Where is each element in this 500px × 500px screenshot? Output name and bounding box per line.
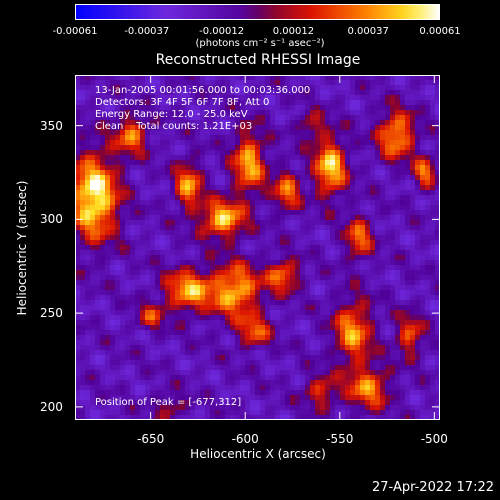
x-tick-label: -650 xyxy=(137,432,165,446)
y-tick-label: 200 xyxy=(40,399,63,414)
colorbar-unit: (photons cm⁻² s⁻¹ asec⁻²) xyxy=(195,38,325,49)
chart-title: Reconstructed RHESSI Image xyxy=(155,52,361,68)
colorbar-tick-label: 0.00061 xyxy=(419,26,461,37)
colorbar-tick-label: 0.00037 xyxy=(347,26,389,37)
colorbar-tick-label: -0.00061 xyxy=(52,26,98,37)
y-tick-label: 250 xyxy=(40,306,63,321)
annotation-detectors: Detectors: 3F 4F 5F 6F 7F 8F, Att 0 xyxy=(95,97,270,108)
colorbar-tick-label: -0.00012 xyxy=(199,26,245,37)
x-tick-label: -550 xyxy=(326,432,354,446)
y-axis-label: Heliocentric Y (arcsec) xyxy=(15,180,29,316)
annotation-energy-range: Energy Range: 12.0 - 25.0 keV xyxy=(95,109,248,120)
timestamp: 27-Apr-2022 17:22 xyxy=(372,480,494,495)
x-tick-label: -600 xyxy=(231,432,259,446)
x-tick-label: -500 xyxy=(420,432,448,446)
colorbar-tick-label: 0.00012 xyxy=(272,26,315,37)
annotation-clean: Clean Total counts: 1.21E+03 xyxy=(95,121,253,132)
annotation-peak: Position of Peak = [-677,312] xyxy=(95,397,242,408)
colorbar xyxy=(75,4,440,20)
y-tick-label: 350 xyxy=(40,118,63,133)
annotation-time-range: 13-Jan-2005 00:01:56.000 to 00:03:36.000 xyxy=(95,85,311,96)
heatmap-image xyxy=(75,75,440,420)
x-axis-label: Heliocentric X (arcsec) xyxy=(190,447,326,461)
colorbar-tick-label: -0.00037 xyxy=(124,26,170,37)
y-tick-label: 300 xyxy=(40,212,63,227)
